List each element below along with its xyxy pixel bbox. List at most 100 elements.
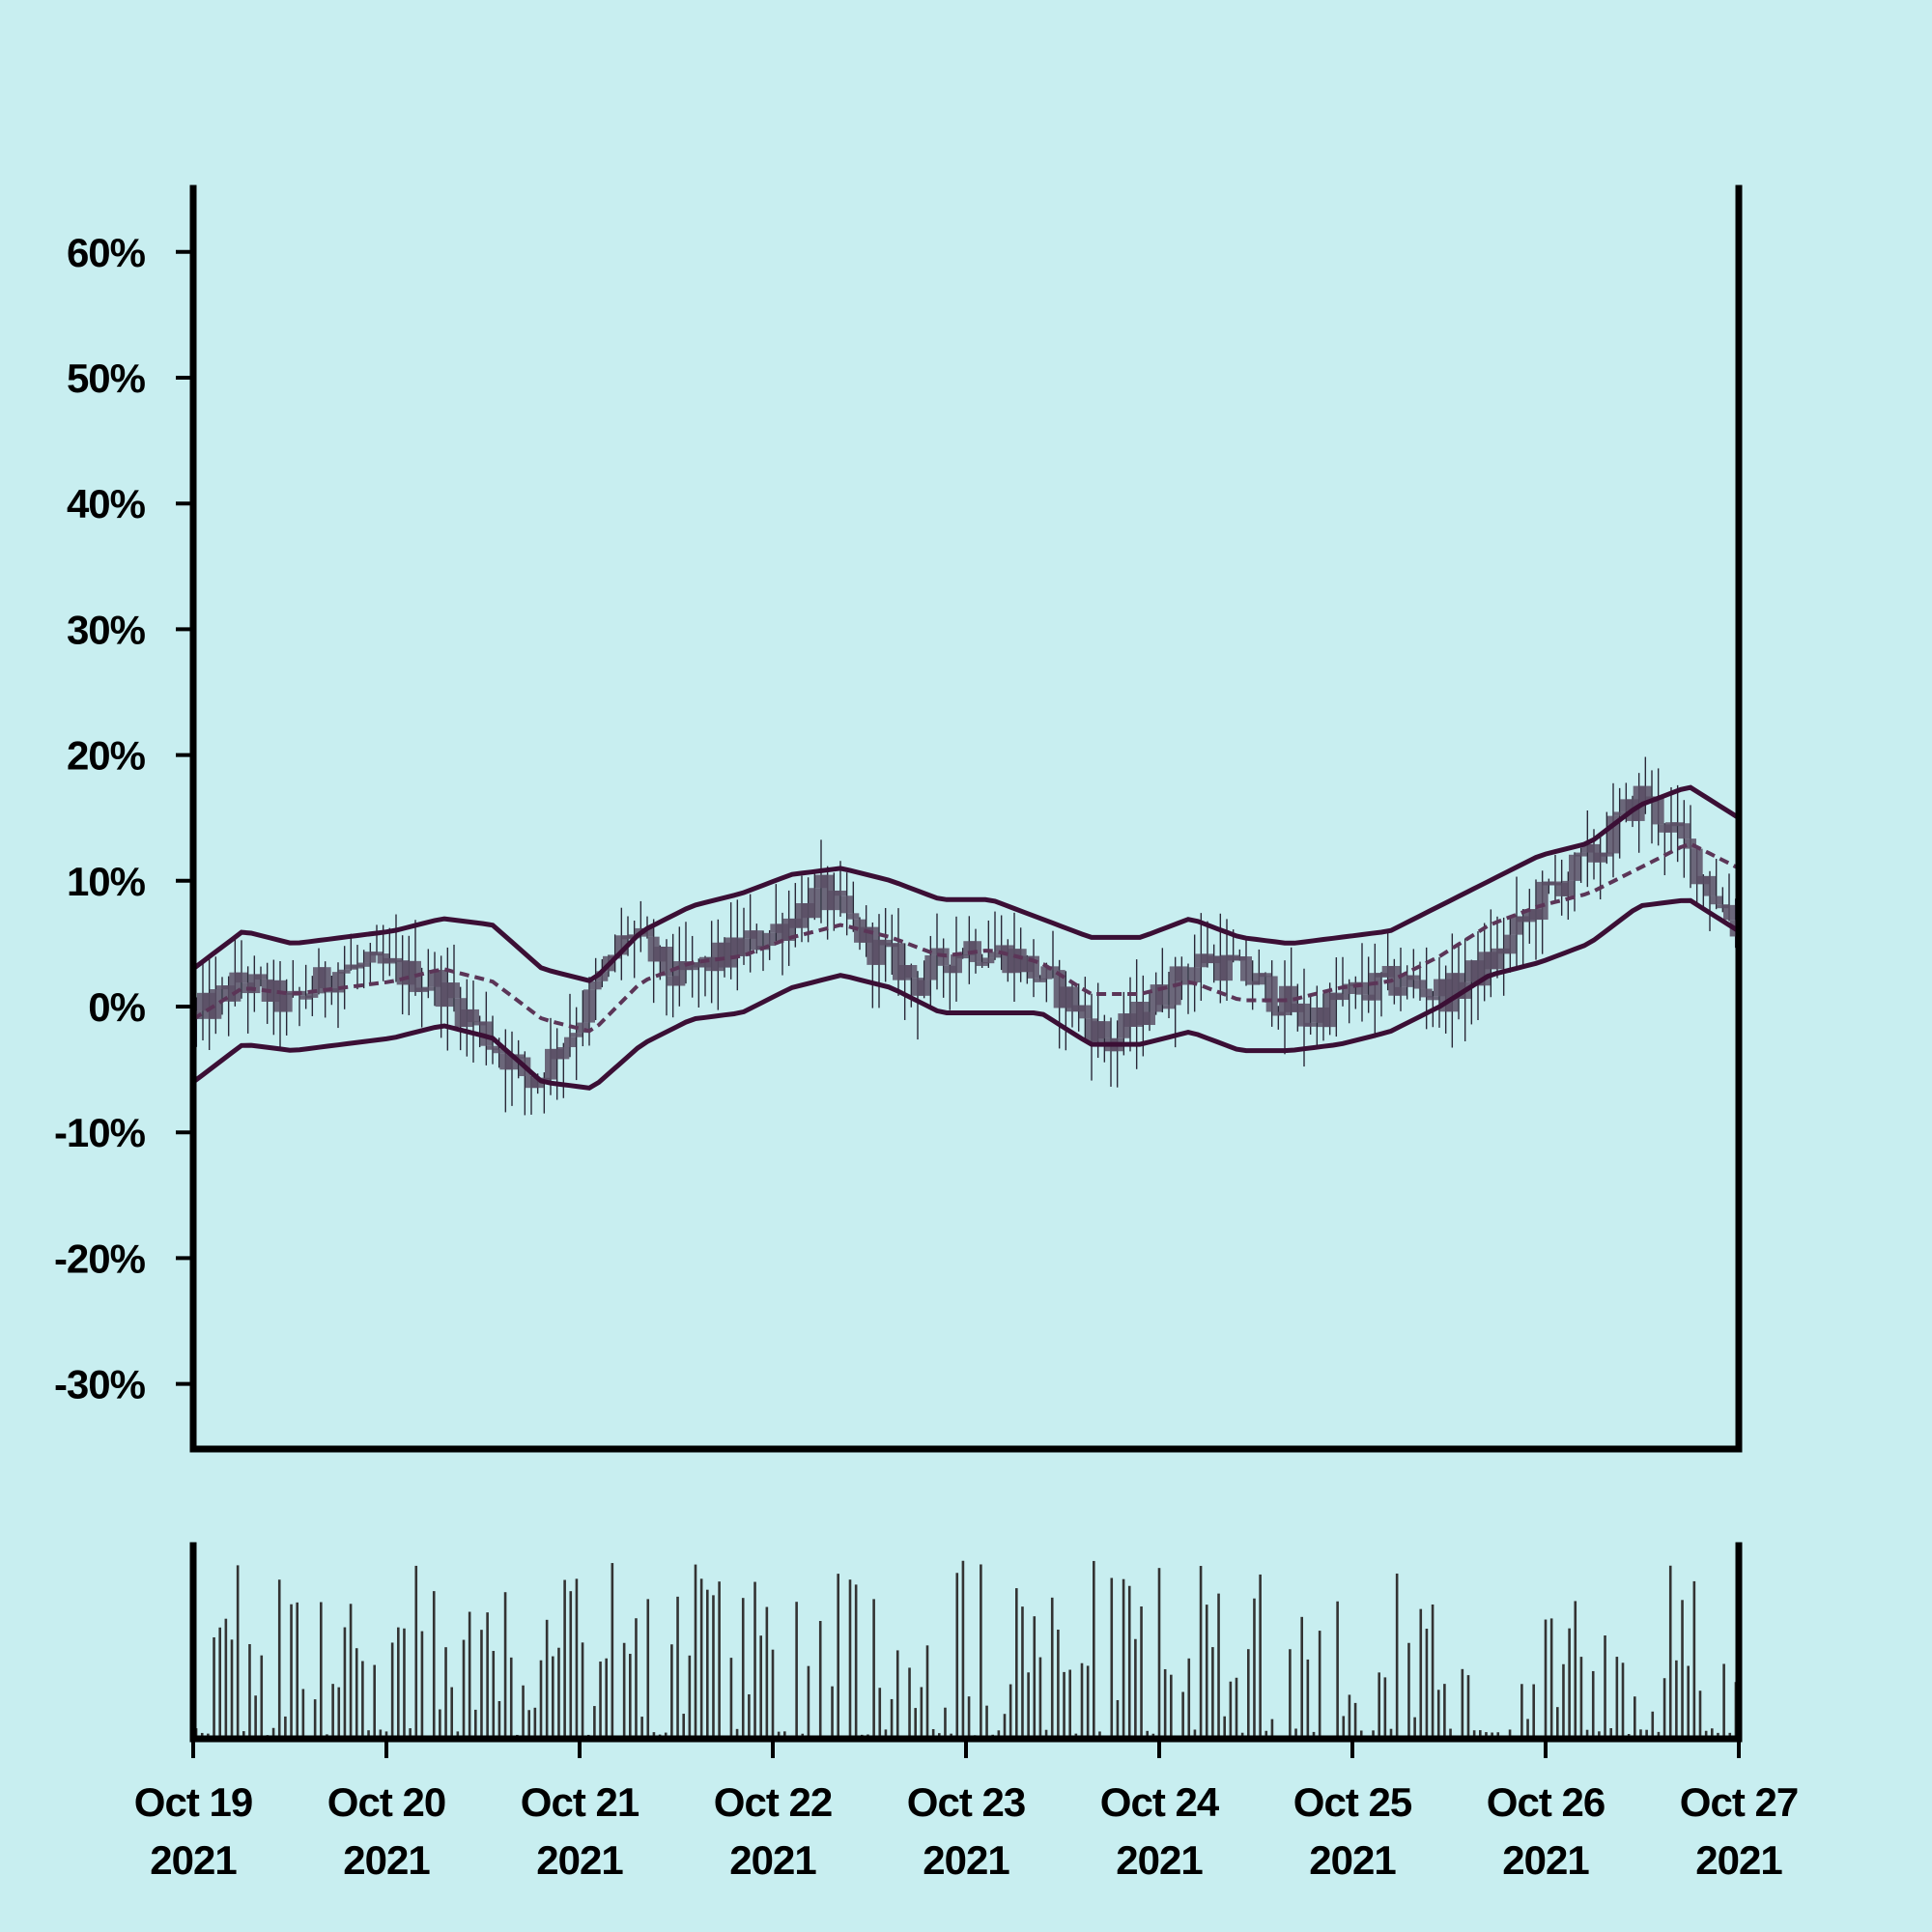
volume-bar (1348, 1694, 1351, 1739)
x-tick-label-date: Oct 19 (134, 1779, 252, 1825)
y-axis-labels: 60% 50% 40% 30% 20% 10% 0% -10% -20% -30% (54, 230, 147, 1407)
candle-body (557, 1047, 570, 1060)
volume-bar (1472, 1730, 1476, 1739)
volume-bar (420, 1631, 424, 1739)
volume-bar (1003, 1714, 1007, 1739)
volume-bar (497, 1700, 501, 1739)
volume-bar (1294, 1728, 1297, 1739)
volume-bar (1634, 1696, 1636, 1739)
volume-bar (908, 1667, 911, 1739)
y-tick-label: 50% (67, 355, 146, 401)
volume-bar (1425, 1629, 1429, 1739)
candle-body (1369, 973, 1381, 1001)
volume-bar (1479, 1730, 1482, 1739)
volume-bar (1270, 1719, 1274, 1739)
axes-layer (176, 185, 1743, 1758)
candle-body (415, 987, 428, 992)
volume-bar (1562, 1663, 1565, 1739)
candle-body (512, 1054, 525, 1059)
volume-bar (1532, 1684, 1535, 1739)
candle-body (1208, 955, 1220, 964)
x-tick-label-date: Oct 27 (1680, 1779, 1798, 1825)
volume-bar (599, 1662, 602, 1739)
volume-bar (1342, 1716, 1346, 1739)
candle-body (1665, 822, 1677, 833)
volume-bar (985, 1705, 988, 1739)
volume-bar (1549, 1618, 1553, 1739)
volume-bar (355, 1648, 358, 1739)
volume-bar (432, 1591, 436, 1739)
volume-bar (795, 1602, 798, 1739)
volume-bar (569, 1591, 573, 1739)
volume-bar (539, 1660, 543, 1739)
volume-bar (1015, 1588, 1018, 1739)
volume-bar (1134, 1638, 1137, 1739)
candle-body (1034, 978, 1046, 982)
volume-bar (552, 1656, 554, 1739)
volume-bar (1722, 1663, 1725, 1739)
x-tick-label-date: Oct 22 (714, 1779, 832, 1825)
candle-body (661, 947, 672, 977)
volume-bar (1264, 1730, 1268, 1739)
volume-bar (1098, 1731, 1101, 1739)
x-tick-label-year: 2021 (1695, 1837, 1782, 1883)
candle-body (1362, 994, 1375, 1001)
volume-bar (403, 1628, 406, 1739)
candle-body (789, 918, 802, 928)
candle-body (493, 1048, 505, 1054)
volume-bar (1692, 1580, 1696, 1739)
volume-bar (818, 1621, 822, 1739)
candle-body (216, 985, 228, 990)
candle-body (551, 1048, 563, 1060)
candle-body (1690, 848, 1703, 885)
candle-body (1530, 909, 1542, 921)
volume-bar (367, 1730, 370, 1739)
volume-bar (980, 1564, 982, 1739)
volume-bar (1050, 1597, 1054, 1739)
candle-body (357, 962, 370, 967)
x-tick-label-year: 2021 (729, 1837, 816, 1883)
volume-bar (718, 1581, 721, 1739)
volume-bar (290, 1604, 293, 1739)
volume-bar (1247, 1649, 1250, 1739)
volume-bar (492, 1651, 496, 1739)
candle-body (924, 954, 937, 980)
x-tick-label-year: 2021 (1309, 1837, 1396, 1883)
volume-bar (1306, 1659, 1310, 1739)
volume-bar (1639, 1729, 1642, 1739)
candle-body (1671, 822, 1684, 827)
candle-body (1395, 986, 1406, 996)
candle-body (564, 1037, 576, 1048)
volume-bar (640, 1717, 643, 1739)
volume-bar (1336, 1601, 1339, 1739)
candle-body (622, 935, 634, 940)
volume-bar (254, 1695, 257, 1739)
volume-bar (1419, 1608, 1423, 1739)
volume-bar (1704, 1730, 1708, 1739)
volume-bar (1259, 1574, 1262, 1739)
y-tick-label: 60% (67, 230, 146, 275)
volume-bar (1093, 1560, 1095, 1739)
volume-bar (611, 1563, 614, 1739)
volume-bar (931, 1728, 935, 1739)
volume-bar (837, 1574, 839, 1739)
candle-body (480, 1021, 493, 1046)
volume-bar (1199, 1566, 1203, 1739)
bollinger-middle-band (191, 841, 1740, 1034)
volume-bar (414, 1565, 418, 1739)
candle-body (377, 953, 389, 964)
x-tick-label-year: 2021 (343, 1837, 430, 1883)
volume-bar (629, 1654, 632, 1739)
candle-body (1221, 954, 1233, 981)
candle-body (1079, 1005, 1092, 1019)
volume-bar (670, 1644, 673, 1739)
candle-body (210, 988, 222, 1019)
volume-bar (735, 1728, 739, 1739)
candle-body (1234, 956, 1246, 961)
candle-body (364, 952, 377, 963)
volume-bar (1229, 1681, 1233, 1739)
volume-bar (224, 1618, 228, 1739)
candle-body (236, 972, 247, 983)
volume-bar (1127, 1585, 1131, 1739)
